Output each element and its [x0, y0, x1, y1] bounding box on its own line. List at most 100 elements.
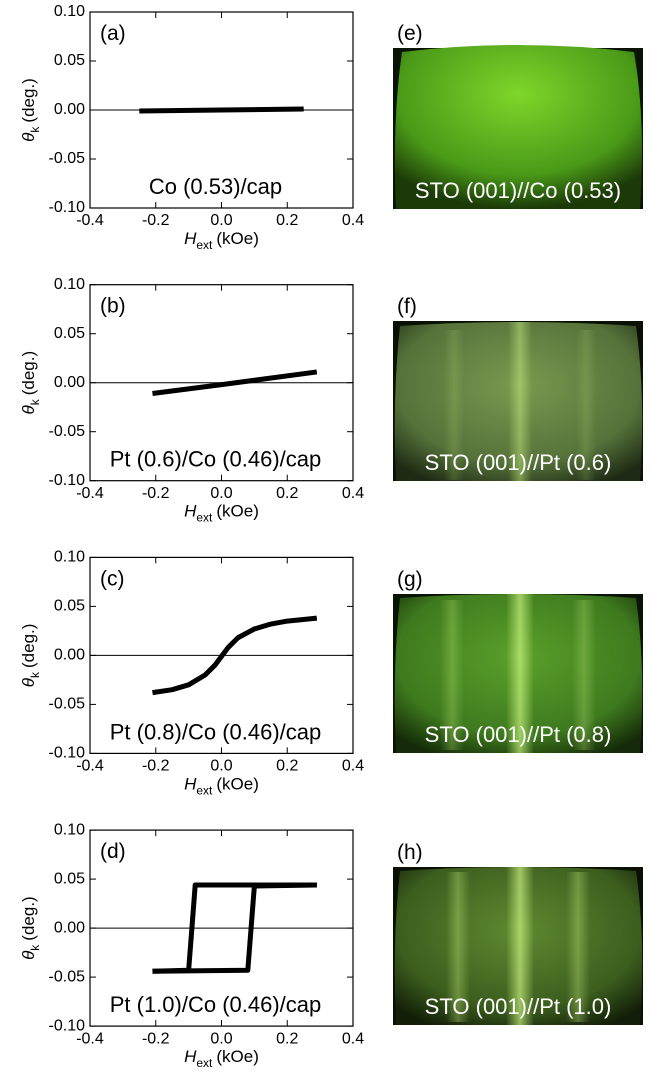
y-tick-label: -0.10 — [49, 745, 86, 762]
data-line — [152, 882, 317, 974]
x-tick-label: -0.2 — [142, 758, 170, 775]
y-axis-label: θk (deg.) — [19, 896, 42, 960]
y-tick-label: 0.00 — [54, 919, 85, 936]
chart: 0.10 0.05 0.00 -0.05 -0.10-0.4 -0.2 0.0 0.2 0.4 (… — [19, 276, 364, 525]
x-tick-label: -0.2 — [142, 1030, 170, 1047]
x-axis-label: Hext (kOe) — [184, 1047, 259, 1070]
chart: 0.10 0.05 0.00 -0.05 -0.10-0.4 -0.2 0.0 0.2 0.4 (… — [19, 821, 364, 1070]
x-tick-label: 0.2 — [276, 758, 298, 775]
rheed-e: (e) STO (001)//Co (0.53) — [393, 22, 643, 209]
x-label-unit: (kOe) — [216, 502, 259, 521]
data-line — [139, 106, 304, 114]
x-label-sub: ext — [196, 783, 213, 797]
y-tick-label: 0.00 — [54, 374, 85, 391]
x-tick-label: -0.2 — [142, 212, 170, 229]
image-caption: STO (001)//Pt (0.6) — [425, 450, 612, 475]
rheed-g: (g) STO (001)//Pt (0.8) — [393, 568, 643, 753]
x-axis-label: Hext (kOe) — [184, 229, 259, 252]
rheed-h: (h) STO (001)//Pt (1.0) — [393, 841, 643, 1025]
y-tick-label: 0.00 — [54, 101, 85, 118]
x-label-sub: ext — [196, 511, 213, 525]
y-label-unit: (deg.) — [19, 351, 38, 395]
rheed-f: (f) STO (001)//Pt (0.6) — [393, 295, 643, 481]
x-tick-label: 0.2 — [276, 485, 298, 502]
panel-label: (h) — [397, 841, 423, 864]
panel-label: (f) — [397, 295, 417, 318]
y-label-unit: (deg.) — [19, 78, 38, 122]
x-tick-label: 0.0 — [210, 212, 232, 229]
x-tick-label: 0.2 — [276, 1030, 298, 1047]
y-tick-label: 0.10 — [54, 549, 85, 566]
y-label-sub: k — [28, 671, 42, 678]
x-label-symbol: H — [184, 1047, 197, 1066]
y-label-symbol: θ — [19, 405, 38, 415]
y-tick-label: -0.10 — [49, 199, 86, 216]
x-tick-label: -0.4 — [76, 758, 104, 775]
y-label-sub: k — [28, 944, 42, 951]
x-tick-label: -0.4 — [76, 1030, 104, 1047]
x-tick-label: 0.0 — [210, 485, 232, 502]
annotation: Co (0.53)/cap — [149, 174, 282, 199]
y-label-symbol: θ — [19, 132, 38, 142]
panel-label: (b) — [100, 295, 126, 318]
y-tick-label: -0.05 — [49, 968, 86, 985]
y-tick-label: -0.05 — [49, 150, 86, 167]
chart: 0.10 0.05 0.00 -0.05 -0.10-0.4 -0.2 0.0 0.2 0.4 (… — [19, 3, 364, 252]
y-label-unit: (deg.) — [19, 896, 38, 940]
y-tick-label: -0.05 — [49, 423, 86, 440]
y-label-symbol: θ — [19, 677, 38, 687]
x-label-unit: (kOe) — [216, 1047, 259, 1066]
panel-label: (d) — [100, 840, 126, 863]
x-tick-label: -0.4 — [76, 485, 104, 502]
x-tick-label: 0.4 — [342, 1030, 364, 1047]
y-tick-label: 0.00 — [54, 647, 85, 664]
y-axis-label: θk (deg.) — [19, 78, 42, 142]
image-caption: STO (001)//Co (0.53) — [415, 178, 621, 203]
x-tick-label: 0.4 — [342, 212, 364, 229]
panel-label: (e) — [397, 22, 423, 45]
image-caption: STO (001)//Pt (1.0) — [425, 994, 612, 1019]
x-label-sub: ext — [196, 238, 213, 252]
x-axis-label: Hext (kOe) — [184, 774, 259, 797]
annotation: Pt (0.8)/Co (0.46)/cap — [110, 719, 322, 744]
y-tick-label: 0.05 — [54, 325, 85, 342]
x-tick-label: 0.0 — [210, 758, 232, 775]
x-label-symbol: H — [184, 229, 197, 248]
y-tick-label: -0.10 — [49, 1017, 86, 1034]
x-axis-label: Hext (kOe) — [184, 502, 259, 525]
chart: 0.10 0.05 0.00 -0.05 -0.10-0.4 -0.2 0.0 0.2 0.4 (… — [19, 549, 364, 798]
data-line — [152, 615, 318, 696]
x-tick-label: 0.4 — [342, 758, 364, 775]
y-tick-label: 0.05 — [54, 870, 85, 887]
y-axis-label: θk (deg.) — [19, 351, 42, 415]
annotation: Pt (0.6)/Co (0.46)/cap — [110, 447, 322, 472]
y-tick-label: 0.05 — [54, 52, 85, 69]
y-tick-label: 0.05 — [54, 598, 85, 615]
panel-label: (g) — [397, 568, 423, 591]
x-tick-label: -0.4 — [76, 212, 104, 229]
x-label-symbol: H — [184, 774, 197, 793]
x-label-unit: (kOe) — [216, 774, 259, 793]
x-tick-label: 0.0 — [210, 1030, 232, 1047]
y-tick-label: 0.10 — [54, 276, 85, 293]
x-tick-label: 0.4 — [342, 485, 364, 502]
x-label-unit: (kOe) — [216, 229, 259, 248]
x-label-symbol: H — [184, 502, 197, 521]
data-line — [152, 369, 318, 396]
panel-label: (c) — [100, 567, 125, 590]
annotation: Pt (1.0)/Co (0.46)/cap — [110, 992, 322, 1017]
x-tick-label: 0.2 — [276, 212, 298, 229]
y-tick-label: 0.10 — [54, 3, 85, 20]
y-label-unit: (deg.) — [19, 624, 38, 668]
y-label-sub: k — [28, 398, 42, 405]
y-tick-label: -0.05 — [49, 696, 86, 713]
y-label-symbol: θ — [19, 950, 38, 960]
y-tick-label: -0.10 — [49, 472, 86, 489]
y-tick-label: 0.10 — [54, 821, 85, 838]
x-tick-label: -0.2 — [142, 485, 170, 502]
panel-label: (a) — [100, 22, 126, 45]
image-caption: STO (001)//Pt (0.8) — [425, 722, 612, 747]
y-axis-label: θk (deg.) — [19, 624, 42, 688]
x-label-sub: ext — [196, 1056, 213, 1070]
